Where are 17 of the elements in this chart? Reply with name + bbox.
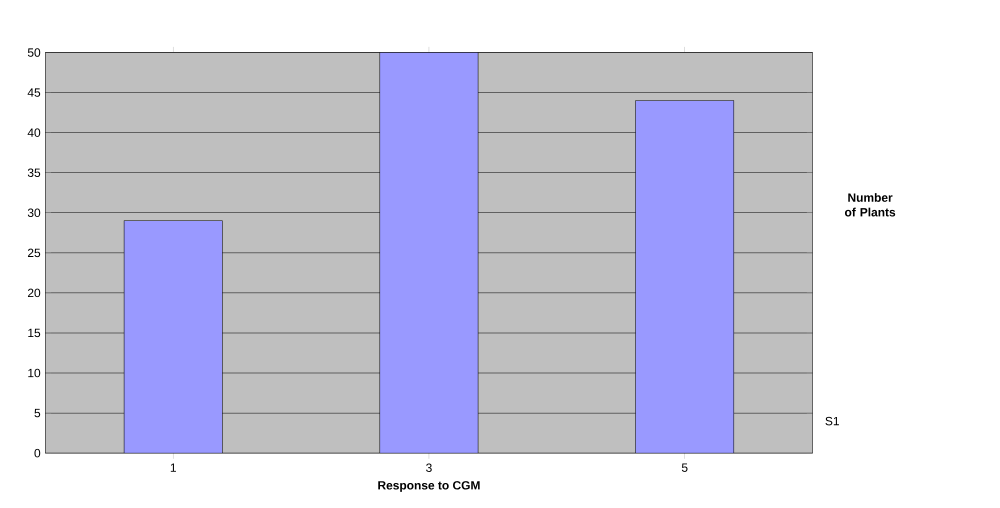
x-tick-label: 1: [170, 464, 176, 472]
y-tick-label: 10: [28, 368, 40, 378]
y-tick-label: 30: [28, 208, 40, 218]
x-tick-label: 5: [682, 464, 688, 472]
y-tick-label: 45: [28, 88, 40, 97]
y-axis-title: Number of Plants: [844, 193, 896, 216]
y-tick-label: 40: [28, 128, 40, 137]
x-axis-title: Response to CGM: [378, 481, 480, 492]
y-tick-label: 20: [28, 288, 40, 298]
y-tick-label: 15: [28, 328, 40, 338]
y-tick-label: 50: [28, 48, 40, 57]
y-tick-label: 25: [28, 248, 40, 258]
y-tick-label: 0: [34, 448, 40, 458]
text: S1: [825, 416, 839, 426]
y-tick-label: 35: [28, 168, 40, 177]
x-tick-label: 3: [426, 464, 432, 472]
y-tick-label: 5: [34, 408, 40, 418]
